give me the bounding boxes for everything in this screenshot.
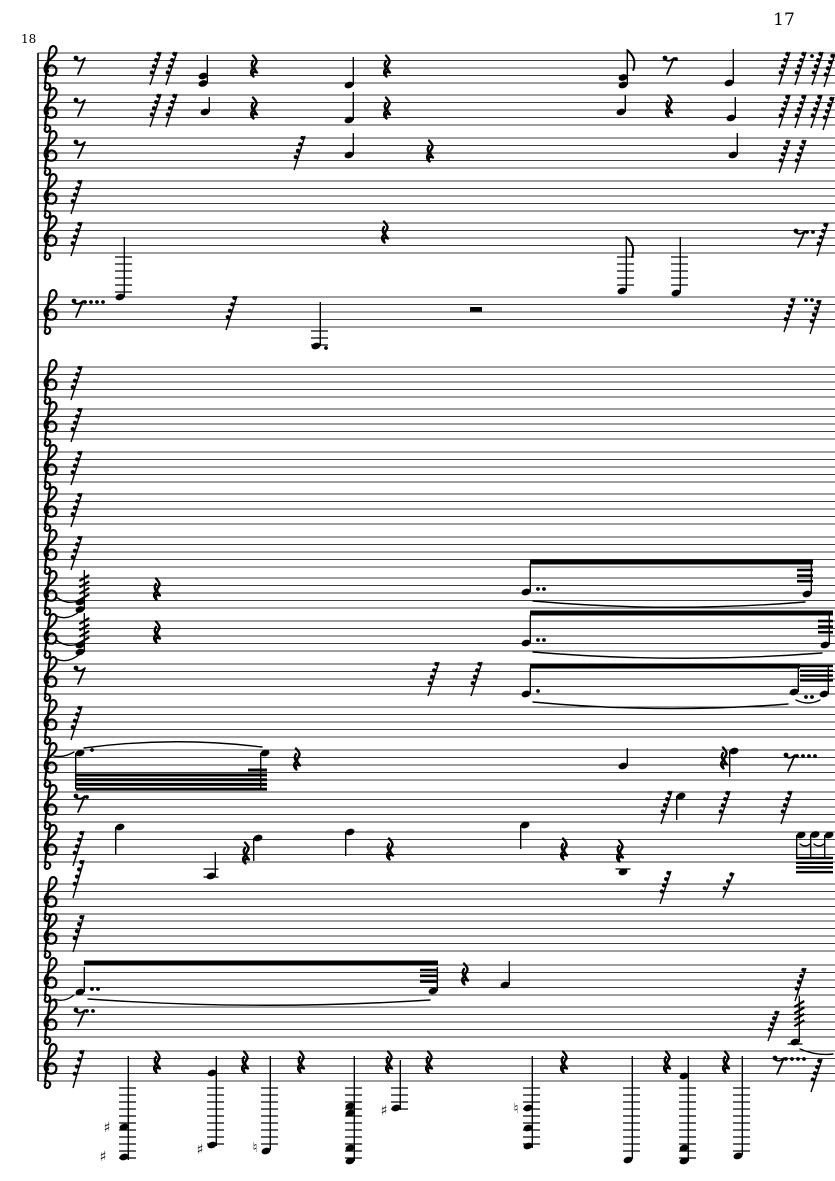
- svg-text:♯: ♯: [100, 1149, 107, 1165]
- svg-text:♮: ♮: [252, 1140, 257, 1156]
- svg-text:♯: ♯: [197, 1142, 204, 1158]
- measure-number: 18: [21, 32, 37, 46]
- svg-text:♯: ♯: [104, 1120, 111, 1136]
- page-number: 17: [773, 10, 795, 30]
- svg-text:♮: ♮: [513, 1101, 518, 1117]
- svg-text:♯: ♯: [381, 1103, 388, 1119]
